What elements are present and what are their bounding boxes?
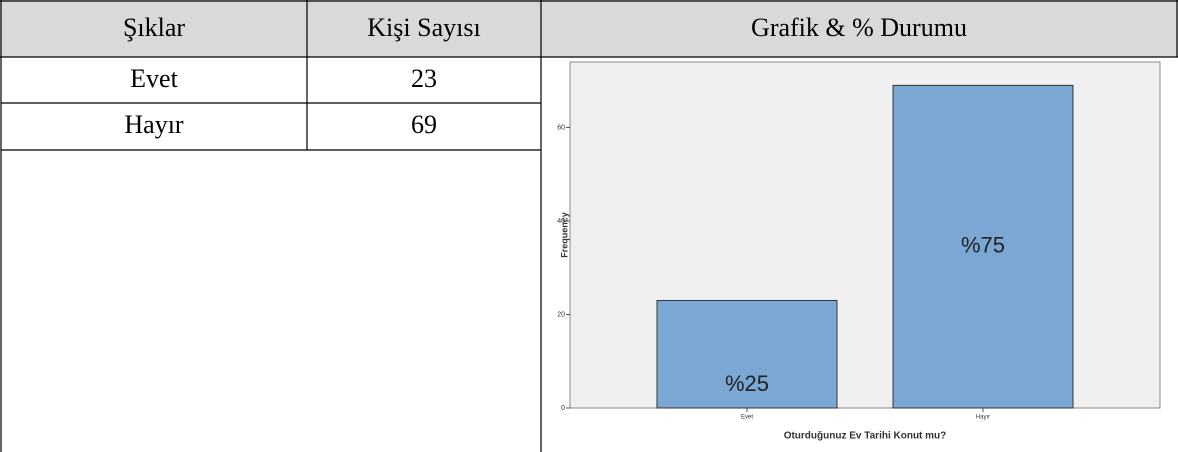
table-cell: 23 [411,64,437,93]
y-tick-label: 0 [561,405,565,412]
header-cell: Şıklar [123,13,185,42]
header-cell: Grafik & % Durumu [751,13,967,42]
y-tick-label: 40 [557,218,565,225]
bar [892,84,1074,409]
x-axis-label: Oturduğunuz Ev Tarihi Konut mu? [784,431,947,442]
header-background [0,0,1178,57]
y-tick-label: 20 [557,311,565,318]
bar [656,299,838,409]
bar-annotation: %25 [725,371,769,396]
bar-annotation: %75 [961,233,1005,258]
table-cell: 69 [411,110,437,139]
x-tick-label: Hayır [976,415,990,421]
y-axis-label: Frequency [559,212,569,258]
x-tick-label: Evet [741,415,753,421]
header-cell: Kişi Sayısı [367,13,480,42]
y-tick-label: 60 [557,124,565,131]
table-cell: Hayır [124,110,184,139]
table-cell: Evet [130,64,178,93]
